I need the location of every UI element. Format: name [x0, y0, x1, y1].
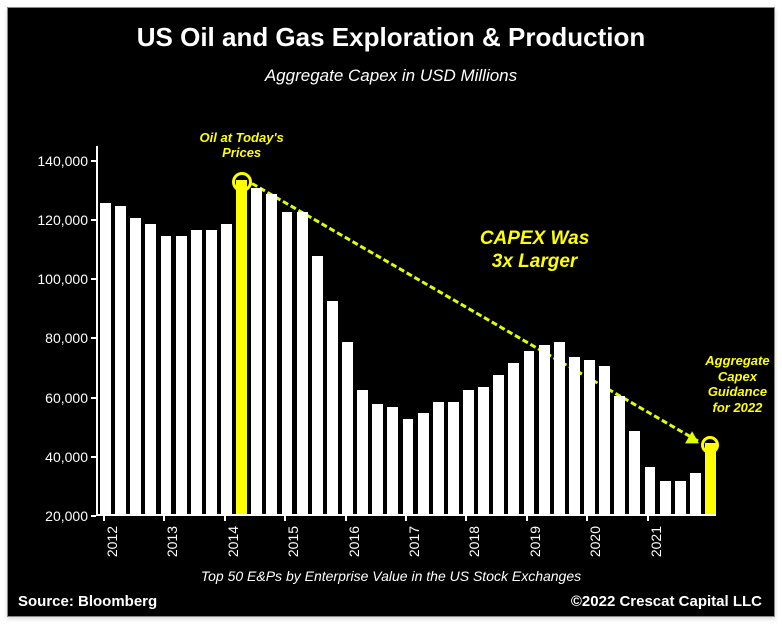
y-tick-label: 100,000: [18, 271, 88, 287]
bar: [478, 387, 489, 514]
bar: [161, 236, 172, 514]
x-tick-label: 2012: [104, 526, 120, 557]
bar-highlight: [236, 180, 247, 514]
bar: [145, 224, 156, 514]
bar: [508, 363, 519, 514]
bar: [418, 413, 429, 514]
plot-area: Oil at Today'sPrices CAPEX Was3x Larger …: [96, 146, 716, 516]
x-tick-label: 2014: [225, 526, 241, 557]
bar: [115, 206, 126, 514]
x-tick-label: 2018: [466, 526, 482, 557]
bar: [221, 224, 232, 514]
bar: [629, 431, 640, 514]
bar: [206, 230, 217, 514]
x-tick-label: 2017: [406, 526, 422, 557]
bar: [387, 407, 398, 514]
bar: [312, 256, 323, 514]
x-tick-mark: [345, 516, 347, 521]
y-tick-label: 140,000: [18, 153, 88, 169]
bar: [297, 212, 308, 514]
x-tick-label: 2019: [527, 526, 543, 557]
x-tick-mark: [586, 516, 588, 521]
x-tick-mark: [465, 516, 467, 521]
chart-title: US Oil and Gas Exploration & Production: [8, 22, 774, 53]
annotation-oil-today: Oil at Today'sPrices: [187, 130, 297, 161]
bar: [342, 342, 353, 514]
bar: [282, 212, 293, 514]
y-tick-label: 80,000: [18, 330, 88, 346]
x-tick-label: 2021: [648, 526, 664, 557]
x-tick-mark: [405, 516, 407, 521]
bar: [524, 351, 535, 514]
bar: [266, 194, 277, 514]
bar: [433, 402, 444, 514]
bar-highlight: [705, 443, 716, 514]
chart-frame: US Oil and Gas Exploration & Production …: [7, 7, 775, 617]
bar: [614, 396, 625, 514]
bar: [599, 366, 610, 514]
x-tick-mark: [224, 516, 226, 521]
y-tick-label: 20,000: [18, 508, 88, 524]
bar: [327, 301, 338, 514]
bar: [372, 404, 383, 514]
bar: [493, 375, 504, 514]
bar: [130, 218, 141, 514]
bar: [554, 342, 565, 514]
x-tick-label: 2013: [164, 526, 180, 557]
bar: [690, 473, 701, 514]
bar: [584, 360, 595, 514]
chart-caption: Top 50 E&Ps by Enterprise Value in the U…: [8, 568, 774, 584]
bar: [357, 390, 368, 514]
source-label: Source: Bloomberg: [18, 593, 157, 610]
annotation-capex-3x: CAPEX Was3x Larger: [455, 228, 615, 274]
x-tick-mark: [163, 516, 165, 521]
bar: [403, 419, 414, 514]
x-tick-mark: [647, 516, 649, 521]
y-tick-label: 120,000: [18, 212, 88, 228]
annotation-guidance: AggregateCapexGuidancefor 2022: [692, 353, 782, 415]
bar: [176, 236, 187, 514]
chart-subtitle: Aggregate Capex in USD Millions: [8, 66, 774, 86]
bar: [675, 481, 686, 514]
bar: [645, 467, 656, 514]
bar: [191, 230, 202, 514]
bar: [569, 357, 580, 514]
y-tick-label: 60,000: [18, 390, 88, 406]
x-tick-mark: [103, 516, 105, 521]
arrow-head-icon: [685, 431, 702, 449]
bar: [100, 203, 111, 514]
bar: [463, 390, 474, 514]
y-tick-label: 40,000: [18, 449, 88, 465]
x-tick-label: 2020: [587, 526, 603, 557]
copyright-label: ©2022 Crescat Capital LLC: [571, 593, 762, 610]
bar: [448, 402, 459, 514]
bar: [251, 188, 262, 514]
bar: [539, 345, 550, 514]
x-tick-mark: [284, 516, 286, 521]
x-tick-label: 2016: [346, 526, 362, 557]
x-tick-label: 2015: [285, 526, 301, 557]
bar: [660, 481, 671, 514]
x-tick-mark: [526, 516, 528, 521]
